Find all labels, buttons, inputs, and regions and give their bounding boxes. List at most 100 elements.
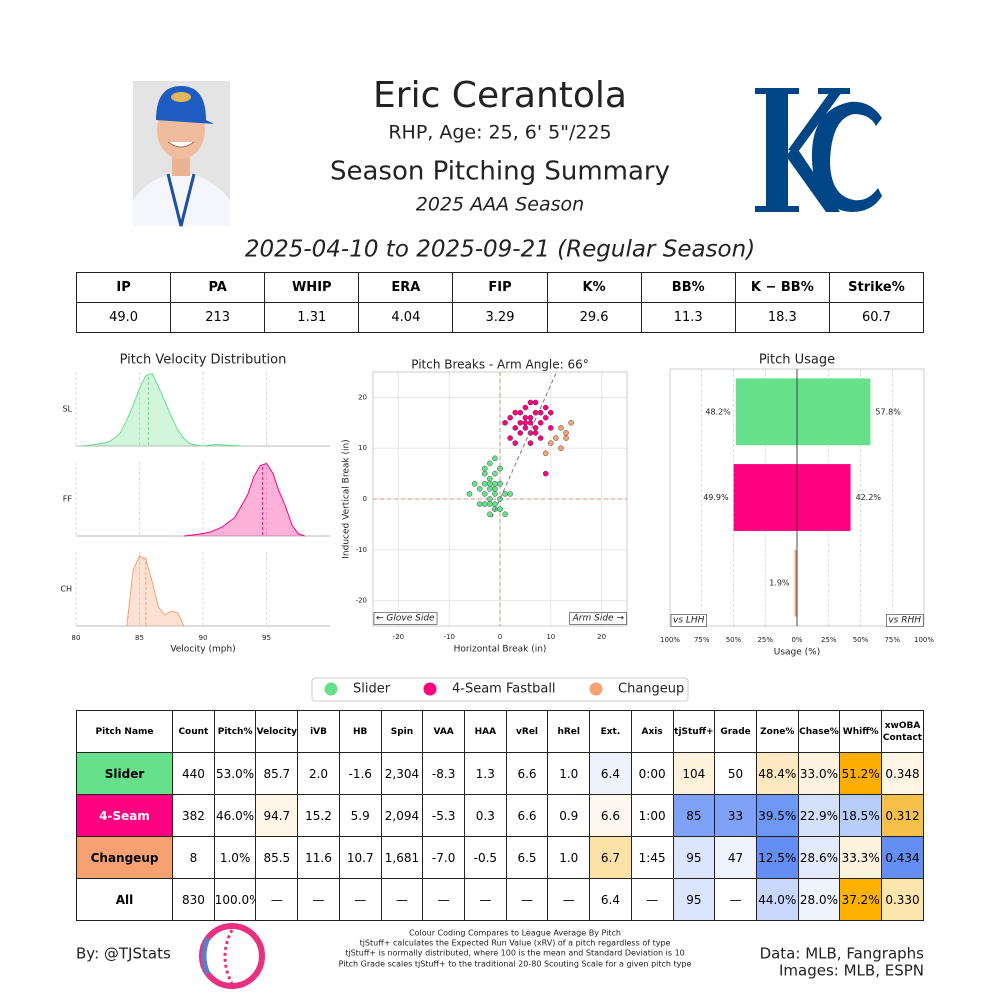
pitch-point xyxy=(517,419,524,426)
density-curve xyxy=(82,372,242,447)
footer-logo xyxy=(199,923,265,989)
pitch-cell: — xyxy=(505,878,549,921)
density-fill xyxy=(126,555,184,626)
stat-header: PA xyxy=(170,272,266,303)
x-axis-label: Usage (%) xyxy=(774,648,820,658)
pitch-point xyxy=(481,465,488,472)
pitch-cell: 0.9 xyxy=(547,794,591,837)
pitch-cell: 2,094 xyxy=(380,794,424,837)
stat-value: 3.29 xyxy=(452,302,548,333)
pitch-point xyxy=(497,506,503,512)
x-tick-label: 10 xyxy=(546,633,555,641)
side-annotation: Arm Side → xyxy=(572,614,625,624)
x-tick-label: 100% xyxy=(660,636,680,644)
column-header: xwOBA Contact xyxy=(881,710,924,753)
pitch-name-cell: All xyxy=(75,878,174,921)
pitch-point xyxy=(527,399,534,406)
pitch-point xyxy=(466,491,473,497)
pitch-point xyxy=(502,419,508,426)
pitch-cell: 85.5 xyxy=(255,836,299,879)
pitch-name-cell: Changeup xyxy=(75,836,174,879)
x-axis-label: Horizontal Break (in) xyxy=(454,645,547,655)
pitch-cell: 6.6 xyxy=(505,752,549,795)
pitch-cell: 11.6 xyxy=(297,836,340,879)
pitch-cell: 85 xyxy=(672,794,716,837)
stat-header: Strike% xyxy=(828,272,925,303)
value-label: 57.8% xyxy=(875,407,901,416)
column-header: iVB xyxy=(297,710,340,753)
player-photo xyxy=(133,81,230,227)
usage-bar xyxy=(797,378,871,446)
legend-marker xyxy=(423,682,437,696)
pitch-cell: 0:00 xyxy=(630,752,674,795)
pitch-cell: 1:45 xyxy=(630,836,674,879)
pitch-cell: 6.7 xyxy=(589,836,632,879)
x-tick-label: 25% xyxy=(821,636,837,644)
pitch-point xyxy=(507,414,513,421)
pitch-point xyxy=(548,425,554,431)
pitch-cell: 1:00 xyxy=(630,794,674,837)
pitch-cell: — xyxy=(463,878,507,921)
density-fill xyxy=(82,373,242,446)
pitch-point xyxy=(558,445,564,452)
pitch-cell: 1.0 xyxy=(547,752,591,795)
legend-label: 4-Seam Fastball xyxy=(452,682,556,697)
pitch-cell: 33.3% xyxy=(839,836,883,879)
pitch-name-cell: Slider xyxy=(75,752,174,795)
pitch-cell: — xyxy=(422,878,465,921)
stat-value: 4.04 xyxy=(358,302,454,333)
pitch-point xyxy=(563,435,569,441)
column-header: Grade xyxy=(714,710,757,753)
pitch-point xyxy=(548,440,554,446)
usage-bar xyxy=(797,464,851,531)
column-header: tjStuff+ xyxy=(672,710,716,753)
legend-label: Slider xyxy=(353,682,391,697)
pitch-point xyxy=(522,425,529,431)
pitch-point xyxy=(481,491,488,497)
pitch-table: Pitch Name Count Pitch% Velocity iVB HB Spin VA… xyxy=(75,710,924,921)
points xyxy=(466,399,574,518)
pitch-cell: 0.434 xyxy=(881,836,924,879)
pitch-cell: — xyxy=(255,878,299,921)
pitch-cell: 1.3 xyxy=(463,752,507,795)
pitch-cell: 22.9% xyxy=(797,794,841,837)
pitch-cell: 1.0 xyxy=(547,836,591,879)
pitch-point xyxy=(492,470,498,477)
stat-header: WHIP xyxy=(264,272,360,303)
stat-header: IP xyxy=(75,272,172,303)
stat-value: 49.0 xyxy=(75,302,172,333)
x-tick-label: 95 xyxy=(262,634,271,642)
pitch-cell: 46.0% xyxy=(213,794,257,837)
pitch-point xyxy=(532,399,539,406)
series-label: vs RHH xyxy=(888,616,921,626)
pitch-cell: 6.5 xyxy=(505,836,549,879)
usage-bar xyxy=(735,378,797,446)
pitch-cell: 440 xyxy=(172,752,215,795)
x-axis-label: Velocity (mph) xyxy=(170,645,235,655)
pitch-point xyxy=(553,435,559,441)
pitch-name-cell: 4-Seam xyxy=(75,794,174,837)
data-source: Data: MLB, Fangraphs xyxy=(760,945,925,963)
column-header: HAA xyxy=(463,710,507,753)
y-tick-label: 10 xyxy=(358,444,367,452)
pitch-point xyxy=(542,404,549,411)
x-tick-label: 75% xyxy=(884,636,900,644)
y-axis-label: Induced Vertical Break (in) xyxy=(342,439,352,558)
pitch-point xyxy=(507,491,513,497)
pitch-point xyxy=(492,486,498,492)
column-header: Axis xyxy=(630,710,674,753)
side-annotation: ← Glove Side xyxy=(376,614,435,624)
pitch-cell: -8.3 xyxy=(422,752,465,795)
pitch-cell: 53.0% xyxy=(213,752,257,795)
date-range: 2025-04-10 to 2025-09-21 (Regular Season… xyxy=(245,237,755,263)
x-tick-label: 0 xyxy=(498,633,502,641)
stats-header-row: IP PA WHIP ERA FIP K% BB% K − BB% Strike% xyxy=(75,272,925,303)
x-tick-label: 75% xyxy=(694,636,710,644)
pitch-point xyxy=(481,470,488,477)
x-tick-label: 100% xyxy=(914,636,934,644)
pitch-cell: 28.6% xyxy=(797,836,841,879)
y-tick-label: 0 xyxy=(363,495,367,503)
chart-title: Pitch Usage xyxy=(759,353,835,368)
pitch-cell: 2.0 xyxy=(297,752,340,795)
